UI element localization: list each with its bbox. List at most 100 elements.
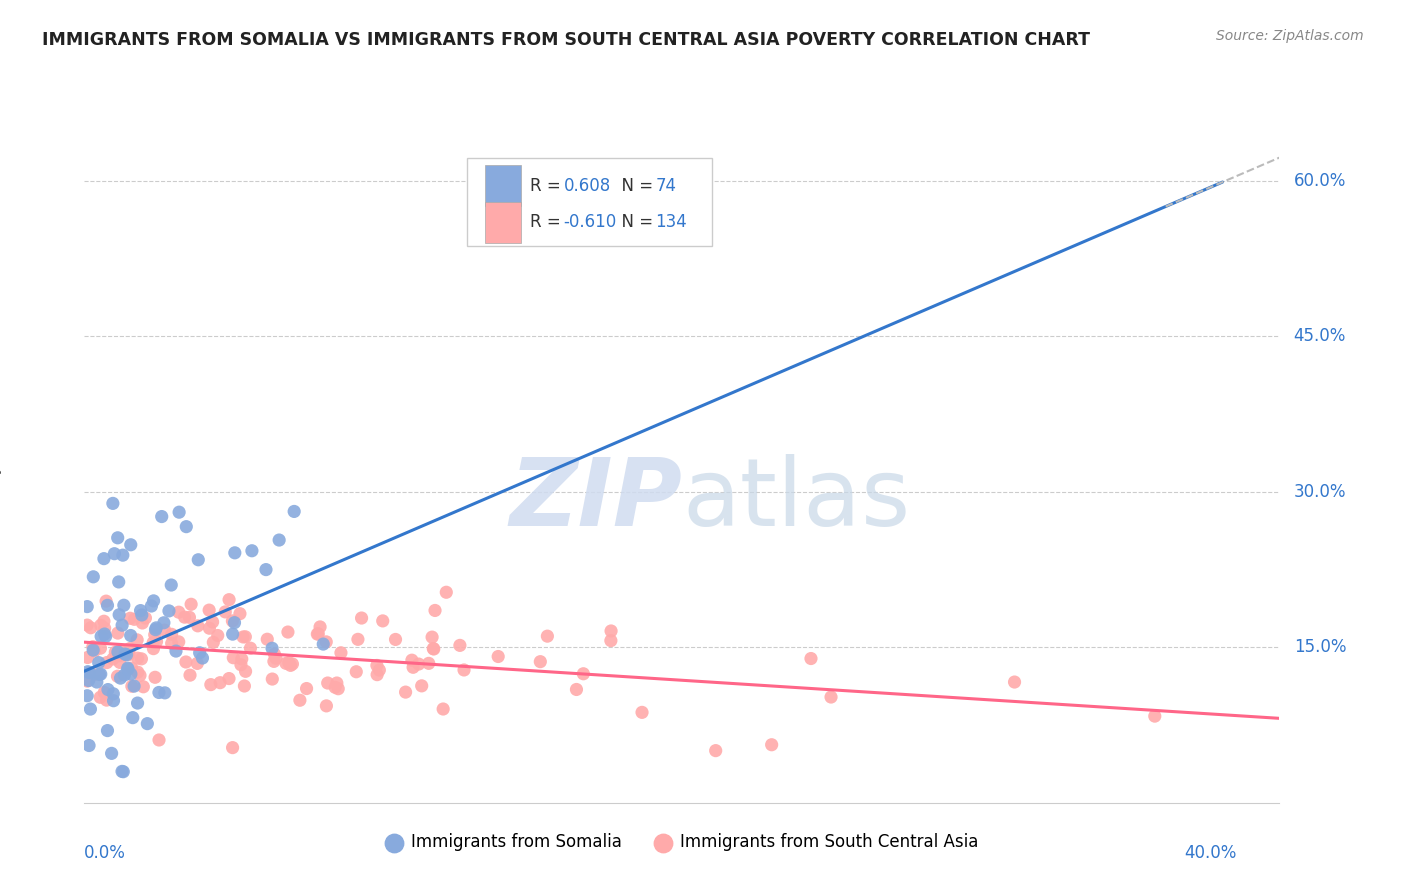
Point: [136, 716, 159, 731]
Legend: Immigrants from Somalia, Immigrants from South Central Asia: Immigrants from Somalia, Immigrants from…: [380, 827, 984, 858]
Point: [150, 509, 173, 524]
Point: [107, 669, 129, 683]
Point: [229, 607, 252, 621]
Point: [111, 618, 134, 632]
Point: [165, 644, 187, 658]
Point: [122, 612, 145, 626]
Point: [131, 652, 153, 666]
Point: [704, 744, 727, 758]
Point: [434, 585, 457, 599]
Text: 15.0%: 15.0%: [1294, 639, 1346, 657]
Point: [117, 662, 139, 676]
Point: [90, 618, 112, 632]
Point: [222, 650, 245, 665]
Point: [800, 651, 823, 665]
Point: [167, 635, 190, 649]
Point: [423, 642, 446, 657]
Text: IMMIGRANTS FROM SOMALIA VS IMMIGRANTS FROM SOUTH CENTRAL ASIA POVERTY CORRELATIO: IMMIGRANTS FROM SOMALIA VS IMMIGRANTS FR…: [42, 31, 1090, 49]
Point: [103, 687, 125, 701]
Point: [229, 657, 252, 672]
Point: [80, 621, 103, 635]
Point: [423, 603, 446, 617]
Point: [107, 574, 129, 589]
Point: [145, 634, 167, 648]
Point: [160, 627, 183, 641]
Point: [143, 670, 166, 684]
Point: [153, 615, 176, 630]
Point: [368, 663, 391, 677]
Point: [132, 680, 155, 694]
Text: ZIP: ZIP: [509, 454, 682, 546]
Point: [96, 599, 118, 613]
Point: [93, 614, 115, 628]
Text: atlas: atlas: [682, 454, 910, 546]
Point: [148, 685, 170, 699]
Point: [87, 656, 110, 670]
Point: [127, 665, 149, 680]
Point: [112, 599, 135, 613]
Point: [307, 627, 329, 641]
Point: [82, 640, 104, 654]
Point: [239, 641, 262, 656]
Point: [394, 685, 416, 699]
Point: [180, 597, 202, 611]
Point: [129, 668, 152, 682]
Point: [631, 706, 654, 720]
Point: [89, 641, 111, 656]
Point: [187, 619, 209, 633]
Point: [218, 592, 240, 607]
Point: [127, 696, 149, 710]
Point: [94, 629, 117, 643]
Point: [191, 651, 214, 665]
Point: [86, 675, 108, 690]
Text: 60.0%: 60.0%: [1294, 172, 1346, 190]
Point: [221, 627, 243, 641]
Point: [221, 740, 243, 755]
Point: [453, 663, 475, 677]
Point: [107, 531, 129, 545]
Point: [96, 723, 118, 738]
Point: [240, 543, 263, 558]
Point: [224, 615, 246, 630]
Point: [281, 657, 304, 671]
Point: [295, 681, 318, 696]
FancyBboxPatch shape: [485, 165, 520, 206]
Text: N =: N =: [612, 177, 659, 194]
Text: 134: 134: [655, 213, 688, 231]
Point: [315, 698, 337, 713]
Text: R =: R =: [530, 213, 567, 231]
Point: [83, 644, 105, 658]
Point: [120, 611, 142, 625]
Point: [90, 629, 112, 643]
Point: [432, 702, 454, 716]
FancyBboxPatch shape: [485, 202, 520, 243]
Point: [283, 504, 305, 518]
Point: [264, 651, 287, 665]
Point: [121, 679, 143, 693]
Point: [402, 660, 425, 674]
Point: [572, 666, 595, 681]
Point: [104, 645, 127, 659]
Point: [76, 650, 98, 665]
Point: [96, 656, 118, 670]
Point: [329, 646, 352, 660]
Point: [79, 665, 101, 680]
Point: [174, 655, 197, 669]
Point: [565, 682, 588, 697]
Point: [173, 610, 195, 624]
Point: [179, 668, 201, 682]
Text: 74: 74: [655, 177, 676, 194]
Point: [179, 610, 201, 624]
Point: [97, 682, 120, 697]
Point: [233, 679, 256, 693]
Point: [93, 685, 115, 699]
Point: [120, 538, 142, 552]
Point: [122, 679, 145, 693]
Point: [288, 693, 311, 707]
Point: [76, 665, 98, 679]
Point: [79, 702, 101, 716]
Point: [93, 627, 115, 641]
Point: [599, 633, 621, 648]
Point: [309, 620, 332, 634]
Point: [89, 690, 111, 705]
